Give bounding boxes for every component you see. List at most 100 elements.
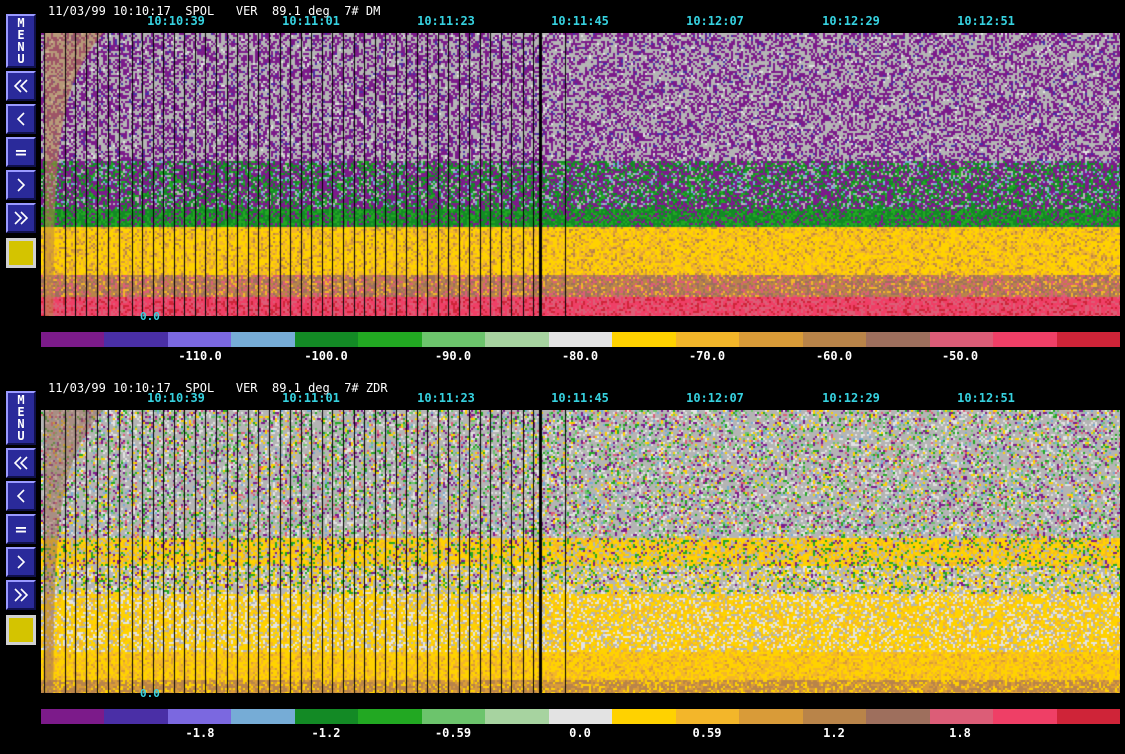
colorbar-label: 0.59	[692, 726, 722, 740]
range-label: 0.0	[140, 310, 160, 323]
colorbar-swatch	[294, 709, 359, 724]
chevron-left-icon	[16, 489, 25, 503]
colorbar-swatch	[294, 332, 359, 347]
menu-button[interactable]: M E N U	[6, 391, 36, 445]
colorbar-swatch	[421, 332, 486, 347]
time-label: 10:11:23	[417, 391, 475, 405]
colorbar-swatch	[739, 332, 803, 347]
zdr-heatmap[interactable]	[41, 410, 1120, 693]
colorbar-swatch	[167, 709, 232, 724]
dm-toolbar: M E N U =	[6, 14, 36, 268]
zdr-colorbar	[41, 709, 1120, 724]
time-label: 10:11:01	[282, 391, 340, 405]
colorbar-swatch	[612, 332, 676, 347]
double-chevron-left-icon	[13, 79, 28, 93]
equal-button[interactable]: =	[6, 137, 36, 167]
menu-letter: E	[17, 405, 25, 419]
colorbar-swatch	[167, 332, 232, 347]
colorbar-swatch	[993, 709, 1057, 724]
colorbar-swatch	[41, 332, 105, 347]
colorbar-swatch	[739, 709, 803, 724]
colorbar-label: -90.0	[434, 349, 472, 363]
time-label: 10:12:51	[957, 14, 1015, 28]
chevron-right-icon	[17, 555, 26, 569]
zdr-header: 11/03/99 10:10:17 SPOL VER 89.1 deg 7# Z…	[48, 381, 388, 395]
colorbar-swatch	[231, 332, 295, 347]
previous-button[interactable]	[6, 481, 36, 511]
colorbar-swatch	[866, 709, 930, 724]
colorbar-swatch	[675, 709, 740, 724]
colorbar-swatch	[104, 332, 168, 347]
chevron-right-icon	[17, 178, 26, 192]
colorbar-label: -50.0	[941, 349, 979, 363]
dm-heatmap[interactable]	[41, 33, 1120, 316]
first-button[interactable]	[6, 448, 36, 478]
colorbar-swatch	[993, 332, 1057, 347]
color-swatch[interactable]	[6, 615, 36, 645]
time-label: 10:12:29	[822, 14, 880, 28]
colorbar-label: -60.0	[815, 349, 853, 363]
dm-colorbar	[41, 332, 1120, 347]
equal-label: =	[14, 519, 28, 539]
time-label: 10:11:45	[551, 391, 609, 405]
colorbar-swatch	[358, 709, 422, 724]
colorbar-swatch	[1056, 709, 1120, 724]
colorbar-swatch	[929, 709, 994, 724]
colorbar-swatch	[104, 709, 168, 724]
dm-panel: M E N U = 11/03/99 10:10:17 SPOL VER 89.…	[6, 4, 1120, 363]
time-label: 10:12:29	[822, 391, 880, 405]
zdr-panel: M E N U = 11/03/99 10:10:17 SPOL VER 89.…	[0, 377, 1125, 754]
chevron-left-icon	[16, 112, 25, 126]
time-label: 10:10:39	[147, 14, 205, 28]
colorbar-label: 1.8	[949, 726, 971, 740]
colorbar-swatch	[929, 332, 994, 347]
colorbar-swatch	[1056, 332, 1120, 347]
menu-letter: E	[17, 28, 25, 42]
time-label: 10:12:07	[686, 391, 744, 405]
colorbar-label: 0.0	[569, 726, 591, 740]
colorbar-swatch	[612, 709, 676, 724]
colorbar-swatch	[41, 709, 105, 724]
colorbar-label: -80.0	[561, 349, 599, 363]
time-label: 10:12:07	[686, 14, 744, 28]
menu-button[interactable]: M E N U	[6, 14, 36, 68]
menu-letter: U	[17, 52, 25, 66]
colorbar-label: -100.0	[304, 349, 348, 363]
colorbar-label: -110.0	[178, 349, 222, 363]
menu-letter: N	[17, 40, 25, 54]
menu-letter: M	[17, 16, 25, 30]
colorbar-swatch	[866, 332, 930, 347]
menu-letter: N	[17, 417, 25, 431]
next-button[interactable]	[6, 170, 36, 200]
time-label: 10:11:01	[282, 14, 340, 28]
colorbar-label: -1.2	[311, 726, 341, 740]
colorbar-swatch	[485, 332, 549, 347]
colorbar-swatch	[802, 709, 867, 724]
dm-header: 11/03/99 10:10:17 SPOL VER 89.1 deg 7# D…	[48, 4, 381, 18]
previous-button[interactable]	[6, 104, 36, 134]
time-label: 10:12:51	[957, 391, 1015, 405]
double-chevron-right-icon	[14, 588, 29, 602]
colorbar-label: 1.2	[823, 726, 845, 740]
menu-letter: U	[17, 429, 25, 443]
zdr-toolbar: M E N U =	[6, 391, 36, 645]
time-label: 10:10:39	[147, 391, 205, 405]
next-button[interactable]	[6, 547, 36, 577]
colorbar-label: -1.8	[185, 726, 215, 740]
double-chevron-right-icon	[14, 211, 29, 225]
first-button[interactable]	[6, 71, 36, 101]
menu-letter: M	[17, 393, 25, 407]
last-button[interactable]	[6, 580, 36, 610]
colorbar-swatch	[675, 332, 740, 347]
range-label: 0.0	[140, 687, 160, 700]
colorbar-swatch	[802, 332, 867, 347]
color-swatch[interactable]	[6, 238, 36, 268]
equal-button[interactable]: =	[6, 514, 36, 544]
colorbar-swatch	[421, 709, 486, 724]
colorbar-swatch	[358, 332, 422, 347]
equal-label: =	[14, 142, 28, 162]
double-chevron-left-icon	[13, 456, 28, 470]
last-button[interactable]	[6, 203, 36, 233]
colorbar-swatch	[485, 709, 549, 724]
time-label: 10:11:23	[417, 14, 475, 28]
